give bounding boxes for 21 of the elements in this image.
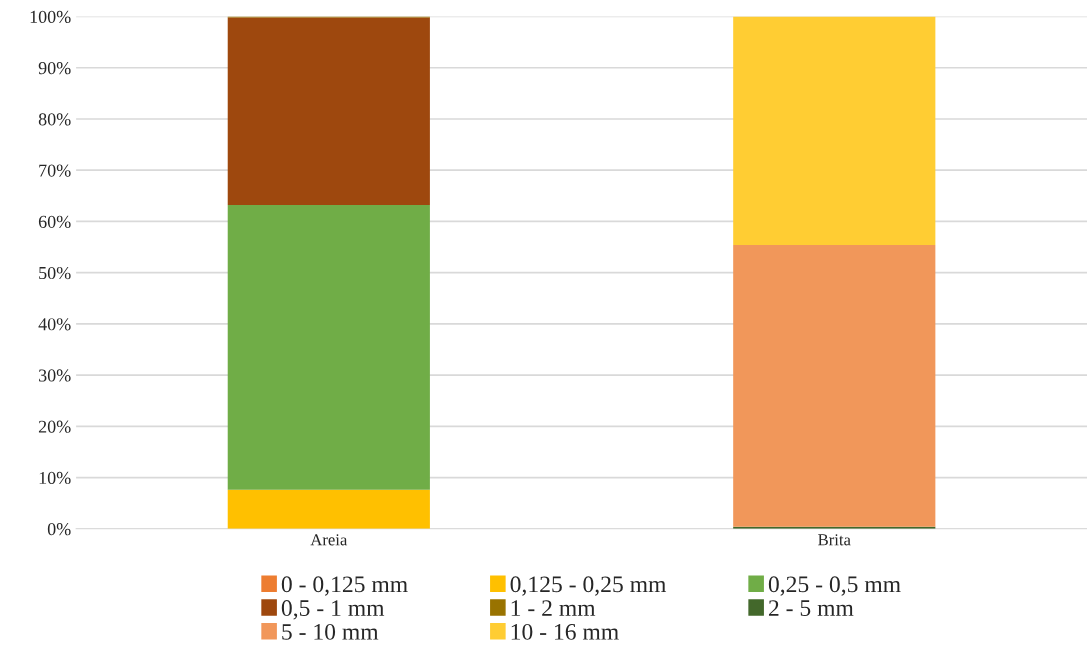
y-tick-label: 70% bbox=[39, 164, 71, 177]
legend-label: 10 - 16 mm bbox=[511, 623, 619, 640]
y-tick-label: 50% bbox=[39, 266, 71, 280]
legend-label: 1 - 2 mm bbox=[511, 600, 596, 616]
y-tick-label: 20% bbox=[38, 420, 71, 433]
y-tick-label: 0% bbox=[47, 523, 71, 536]
y-tick-label: 40% bbox=[38, 318, 71, 331]
y-tick-label: 90% bbox=[38, 62, 71, 75]
x-tick-label: Brita bbox=[818, 534, 851, 546]
legend-label: 5 - 10 mm bbox=[282, 623, 379, 640]
y-tick-label: 80% bbox=[38, 113, 71, 126]
y-tick-label: 30% bbox=[39, 369, 71, 382]
legend-label: 0,125 - 0,25 mm bbox=[510, 576, 667, 596]
y-tick-label: 10% bbox=[39, 471, 71, 485]
legend-label: 0,25 - 0,5 mm bbox=[768, 576, 901, 596]
y-tick-label: 100% bbox=[30, 10, 71, 24]
y-tick-label: 60% bbox=[38, 215, 71, 228]
legend-label: 0 - 0,125 mm bbox=[281, 576, 408, 596]
legend-label: 2 - 5 mm bbox=[768, 600, 854, 617]
x-tick-label: Areia bbox=[310, 534, 348, 546]
legend-label: 0,5 - 1 mm bbox=[281, 600, 385, 620]
